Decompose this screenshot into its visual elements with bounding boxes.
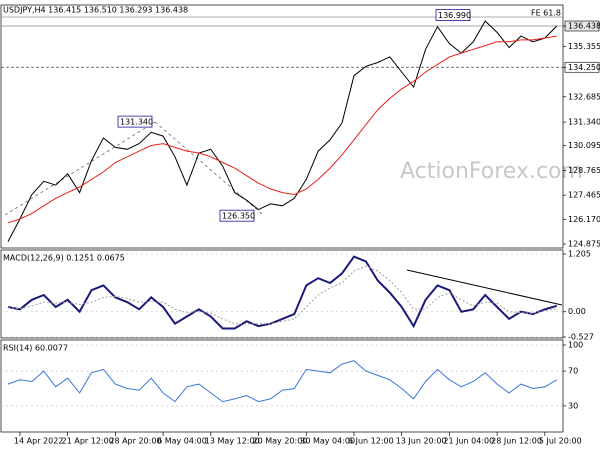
y-tick-label: 1.205	[568, 250, 591, 259]
x-tick-label: 14 Apr 2022	[14, 437, 63, 446]
macd-title: MACD(12,26,9) 0.1251 0.0675	[3, 254, 125, 263]
rsi-frame	[0, 339, 564, 433]
annotation-label: 131.340	[120, 118, 153, 127]
annotation-box	[117, 115, 153, 128]
series-line	[7, 35, 557, 224]
price-frame	[0, 4, 564, 249]
x-tick-label: 21 Apr 12:00	[62, 437, 114, 446]
y-tick-label: 131.340	[568, 118, 600, 127]
watermark: ActionForex.com	[400, 159, 583, 184]
annotation-label: 136.990	[438, 11, 471, 20]
y-tick-label: 127.465	[568, 191, 600, 200]
y-tick-label: 134.250	[568, 63, 600, 72]
trend-line	[406, 269, 563, 306]
x-tick-label: 5 Jul 20:00	[539, 437, 582, 446]
annotation-box	[435, 9, 471, 21]
series-line	[7, 265, 557, 325]
y-tick-label: 100	[568, 341, 583, 350]
series-line	[7, 360, 558, 403]
x-tick-label: 21 Jun 04:00	[443, 437, 494, 446]
x-tick-label: 13 Jun 20:00	[396, 437, 447, 446]
y-tick-label: -0.527	[568, 333, 594, 342]
x-tick-label: 6 May 04:00	[157, 437, 207, 446]
x-tick-label: 30 May 04:00	[300, 437, 355, 446]
y-tick-label: 128.765	[568, 166, 600, 175]
macd-frame	[0, 249, 564, 339]
y-tick-label: 70	[568, 367, 578, 376]
y-tick-label: 130.095	[568, 141, 600, 150]
fib-line	[4, 121, 156, 216]
rsi-title: RSI(14) 60.0077	[3, 344, 68, 353]
x-tick-label: 28 Apr 20:00	[109, 437, 161, 446]
series-line	[7, 20, 558, 242]
x-tick-label: 13 May 12:00	[205, 437, 260, 446]
y-tick-label: 135.355	[568, 42, 600, 51]
annotation-box	[219, 209, 255, 222]
y-tick-label: 30	[568, 401, 578, 410]
annotation-label: 126.350	[222, 212, 255, 221]
x-tick-label: 28 Jun 12:00	[491, 437, 542, 446]
series-line	[7, 255, 558, 330]
chart-title: USDJPY,H4 136.415 136.510 136.293 136.43…	[3, 6, 188, 15]
x-tick-label: 6 Jun 12:00	[348, 437, 394, 446]
y-tick-label: 0.00	[568, 307, 586, 316]
x-tick-label: 20 May 20:00	[253, 437, 308, 446]
fe-label: FE 61.8	[531, 9, 561, 18]
y-tick-label: 132.685	[568, 92, 600, 101]
y-tick-label: 126.170	[568, 215, 600, 224]
y-tick-label: 124.875	[568, 240, 600, 249]
y-tick-label: 136.438	[568, 22, 600, 31]
